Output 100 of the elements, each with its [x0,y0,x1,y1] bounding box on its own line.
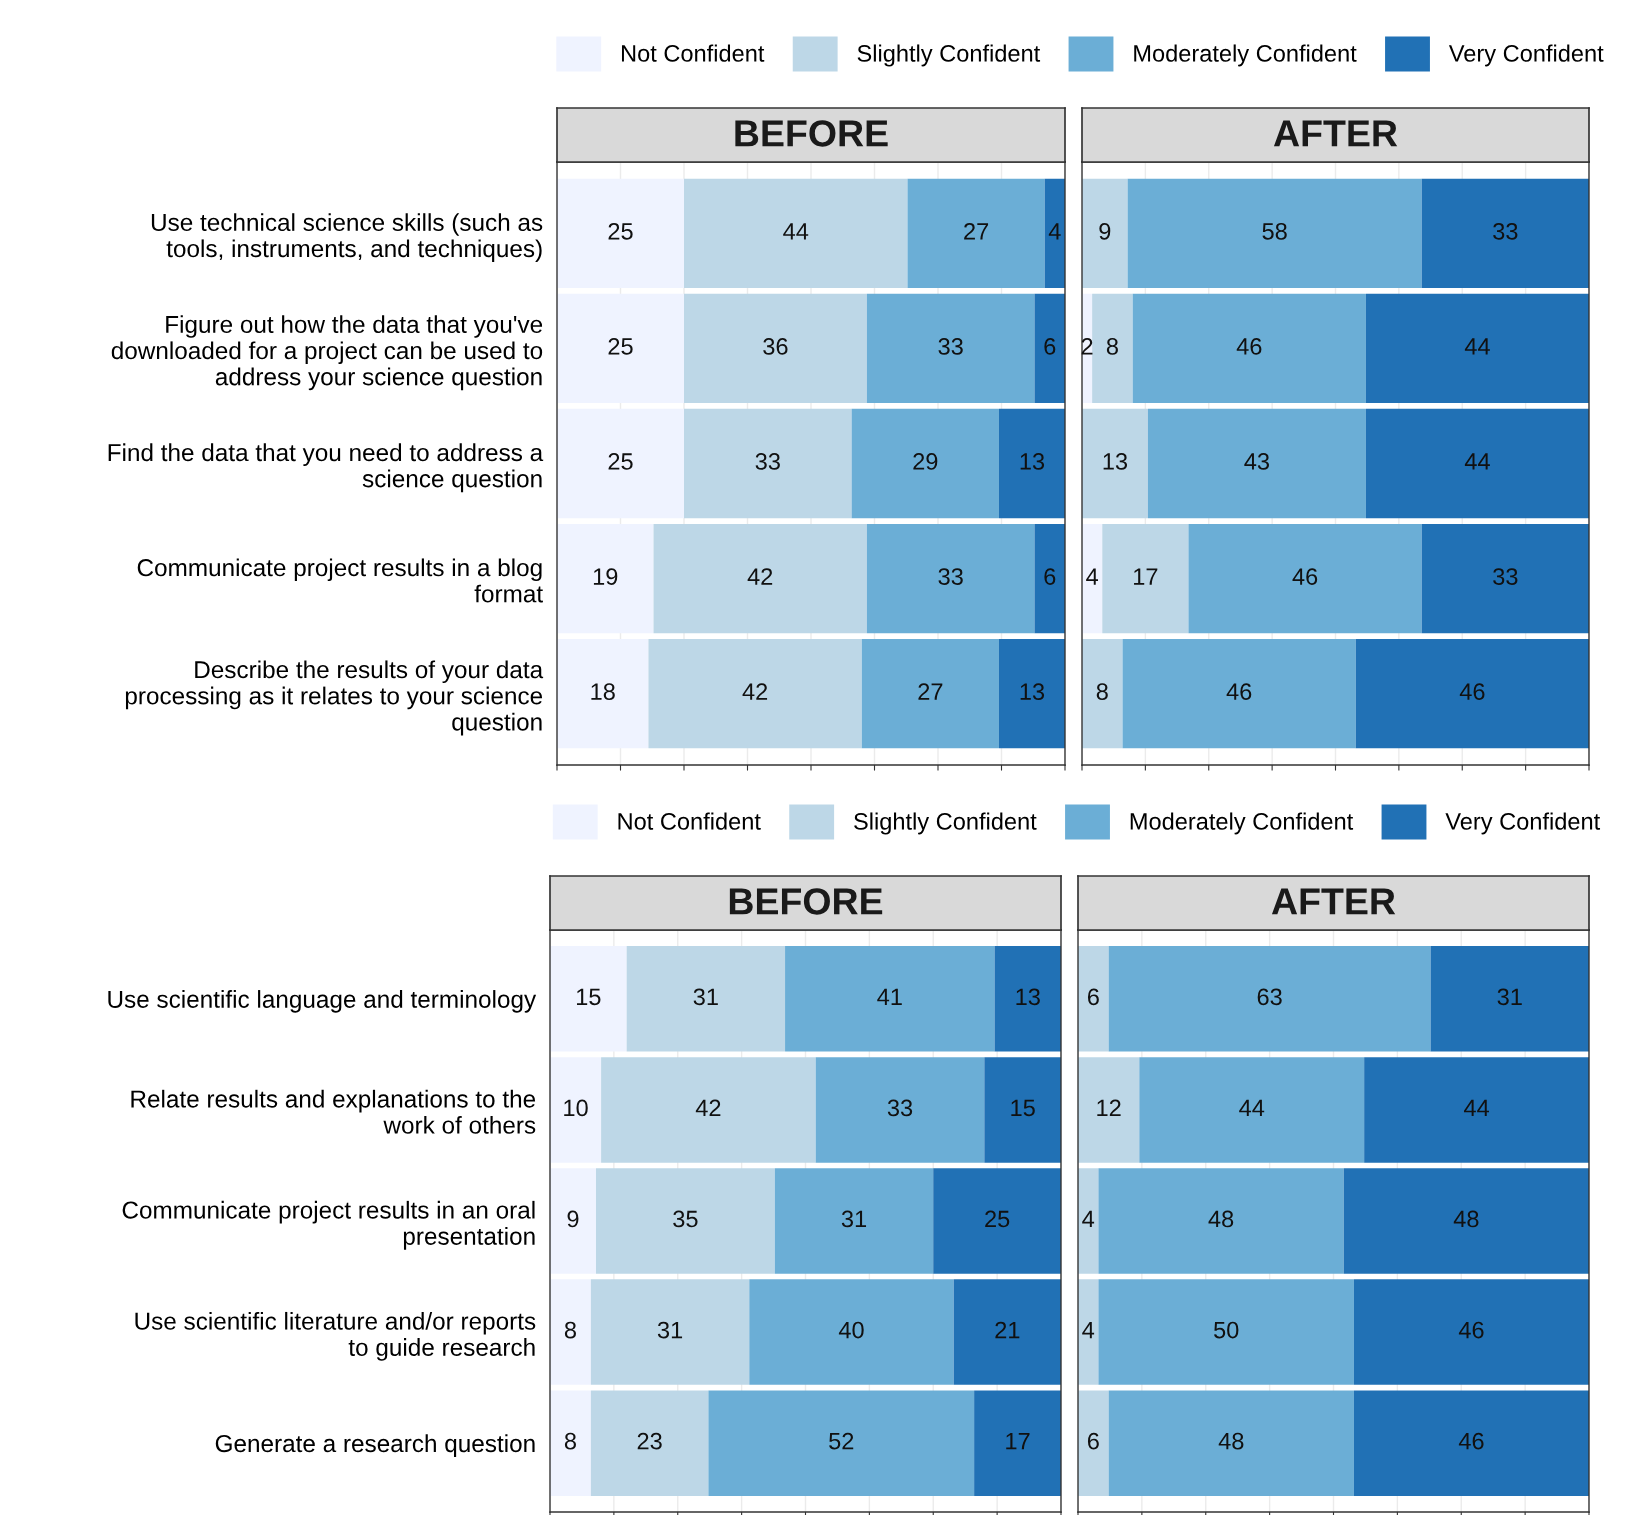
bar [1102,523,1189,634]
data-label: 25 [985,1210,1010,1228]
y-tick-label: Use technical science skills (such as tools, instruments, and techniques) [151,213,543,263]
bar [1127,178,1422,289]
bar [1098,1168,1344,1274]
data-label: 4 [1086,568,1099,585]
data-label: 46 [1458,1432,1484,1450]
data-label: 31 [841,1210,867,1228]
data-label: 6 [1044,338,1056,355]
bar [550,1057,602,1163]
bar [1082,178,1128,289]
bar [851,408,999,519]
legend-label: Slightly Confident [857,44,1041,67]
data-label: 33 [1493,222,1518,240]
bar [1078,946,1109,1052]
data-label: 13 [1016,988,1040,1006]
data-label: 63 [1257,988,1282,1006]
data-label: 4 [1048,223,1061,240]
data-label: 6 [1087,1432,1099,1450]
data-label: 33 [1493,568,1518,585]
data-label: 23 [637,1432,662,1450]
y-tick-label: Communicate project results in a blog format [137,558,543,603]
data-label: 46 [1459,683,1485,700]
bar [557,408,684,519]
data-label: 4 [1082,1210,1095,1228]
bar [590,1279,750,1385]
data-label: 25 [608,222,633,240]
data-label: 33 [887,1099,913,1117]
bar [1108,946,1431,1052]
data-label: 17 [1134,568,1158,585]
bar [550,946,627,1052]
data-label: 48 [1453,1210,1479,1228]
bar [1122,638,1356,749]
bar [595,1168,775,1274]
y-tick-label: Find the data that you need to address a science question [108,443,544,493]
bar [708,1390,975,1496]
data-label: 48 [1208,1210,1234,1228]
bar [1034,523,1065,634]
bar [590,1390,709,1496]
bar [953,1279,1061,1385]
bar [1078,1390,1109,1496]
bar [1430,946,1589,1052]
legend-label: Moderately Confident [1130,812,1354,835]
data-label: 27 [964,222,989,240]
bar [626,946,786,1052]
bar [1353,1279,1589,1385]
data-label: 8 [1106,338,1118,355]
bar [1132,293,1366,404]
bar [994,946,1061,1052]
bar [933,1168,1061,1274]
bar [861,638,999,749]
data-label: 46 [1292,568,1318,585]
bar [684,408,852,519]
bar [907,178,1045,289]
data-label: 50 [1214,1321,1239,1339]
bar [974,1390,1061,1496]
chart-title: BEFORE [729,888,883,915]
y-tick-label: Relate results and explanations to the work of others [131,1089,536,1134]
bar [1078,1168,1099,1274]
bar [1139,1057,1365,1163]
bar [550,1279,591,1385]
bar [1188,523,1422,634]
data-label: 33 [755,453,780,470]
data-label: 46 [1226,683,1252,700]
y-tick-label: Describe the results of your data processing as it relates to your science question [125,660,544,736]
data-label: 58 [1262,222,1287,240]
data-label: 15 [1011,1099,1035,1117]
y-tick-label: Figure out how the data that you've downloaded for a project can be used to address your science question [111,315,543,391]
data-label: 42 [695,1099,721,1117]
data-label: 8 [564,1321,576,1339]
bar [601,1057,816,1163]
bar [648,638,862,749]
data-label: 13 [1020,683,1045,700]
data-label: 43 [1244,453,1270,470]
data-label: 36 [763,338,788,355]
data-label: 29 [913,453,938,470]
data-label: 13 [1103,453,1128,470]
data-label: 41 [877,988,902,1005]
data-label: 13 [1020,453,1045,470]
bar [1353,1390,1589,1496]
data-label: 44 [783,223,809,240]
data-label: 31 [657,1321,683,1339]
chart-title: AFTER [1273,120,1398,147]
data-label: 42 [742,683,768,700]
data-label: 27 [918,683,943,700]
data-label: 44 [1464,453,1490,470]
bar [1078,1279,1099,1385]
data-label: 12 [1097,1099,1121,1117]
bar [653,523,867,634]
bar [1078,1057,1140,1163]
chart-title: AFTER [1271,888,1396,915]
y-tick-label: Use scientific language and terminology [108,990,537,1013]
data-label: 42 [747,568,773,585]
bar [1098,1279,1354,1385]
bar [557,178,684,289]
data-label: 52 [829,1432,854,1450]
data-label: 25 [608,453,633,470]
bar [1082,523,1103,634]
legend-label: Not Confident [621,44,765,62]
data-label: 8 [564,1432,576,1450]
